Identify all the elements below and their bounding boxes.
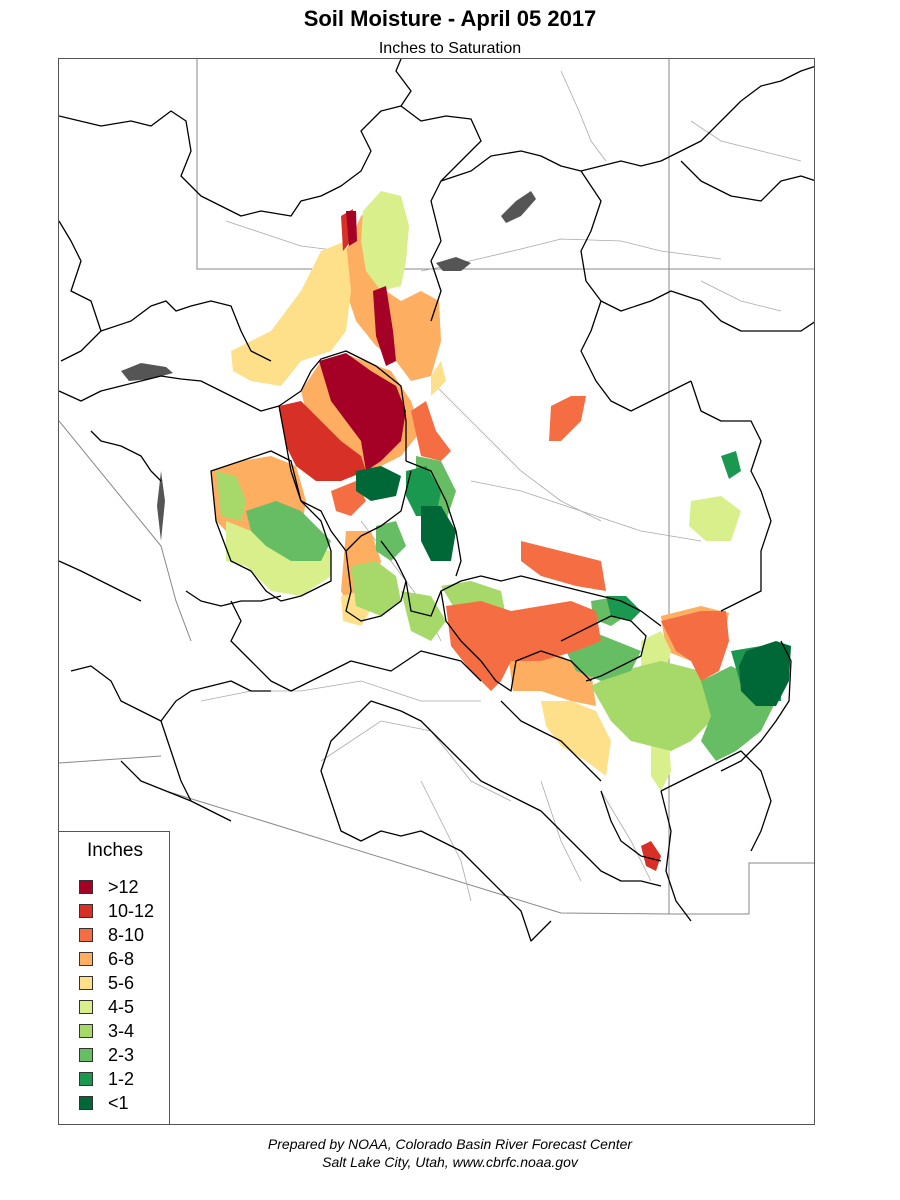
- credit-line-1: Prepared by NOAA, Colorado Basin River F…: [267, 1136, 633, 1152]
- legend-label: <1: [108, 1092, 129, 1113]
- map-frame: [58, 58, 815, 1125]
- legend-swatch: [79, 928, 93, 942]
- legend-swatch: [79, 1072, 93, 1086]
- map-subtitle: Inches to Saturation: [378, 40, 522, 57]
- legend-swatch: [79, 1000, 93, 1014]
- legend-item: 8-10: [79, 925, 144, 945]
- legend-item: 2-3: [79, 1045, 134, 1065]
- basin-boundaries: [59, 59, 814, 942]
- legend-label: >12: [108, 876, 139, 897]
- legend-label: 5-6: [108, 972, 135, 993]
- legend-swatch: [79, 880, 93, 894]
- legend-item: 3-4: [79, 1021, 134, 1041]
- legend-label: 6-8: [108, 948, 135, 969]
- legend-item: >12: [79, 877, 139, 897]
- legend-item: 5-6: [79, 973, 134, 993]
- legend-label: 10-12: [108, 900, 155, 921]
- legend: Inches >12 10-12 8-10 6-8 5-6 4-5 3-4 2-…: [58, 831, 170, 1125]
- credit-line-2: Salt Lake City, Utah, www.cbrfc.noaa.gov: [322, 1154, 578, 1170]
- legend-swatch: [79, 904, 93, 918]
- legend-label: 2-3: [108, 1044, 135, 1065]
- legend-item: 6-8: [79, 949, 134, 969]
- legend-label: 1-2: [108, 1068, 135, 1089]
- legend-item: 1-2: [79, 1069, 134, 1089]
- legend-label: 4-5: [108, 996, 135, 1017]
- legend-swatch: [79, 952, 93, 966]
- legend-label: 3-4: [108, 1020, 135, 1041]
- soil-moisture-map: [59, 59, 814, 942]
- legend-label: 8-10: [108, 924, 145, 945]
- legend-swatch: [79, 1048, 93, 1062]
- legend-swatch: [79, 1024, 93, 1038]
- legend-title: Inches: [87, 840, 143, 861]
- legend-item: 10-12: [79, 901, 154, 921]
- map-title: Soil Moisture - April 05 2017: [303, 6, 597, 31]
- legend-swatch: [79, 976, 93, 990]
- legend-item: 4-5: [79, 997, 134, 1017]
- legend-swatch: [79, 1096, 93, 1110]
- legend-item: <1: [79, 1093, 129, 1113]
